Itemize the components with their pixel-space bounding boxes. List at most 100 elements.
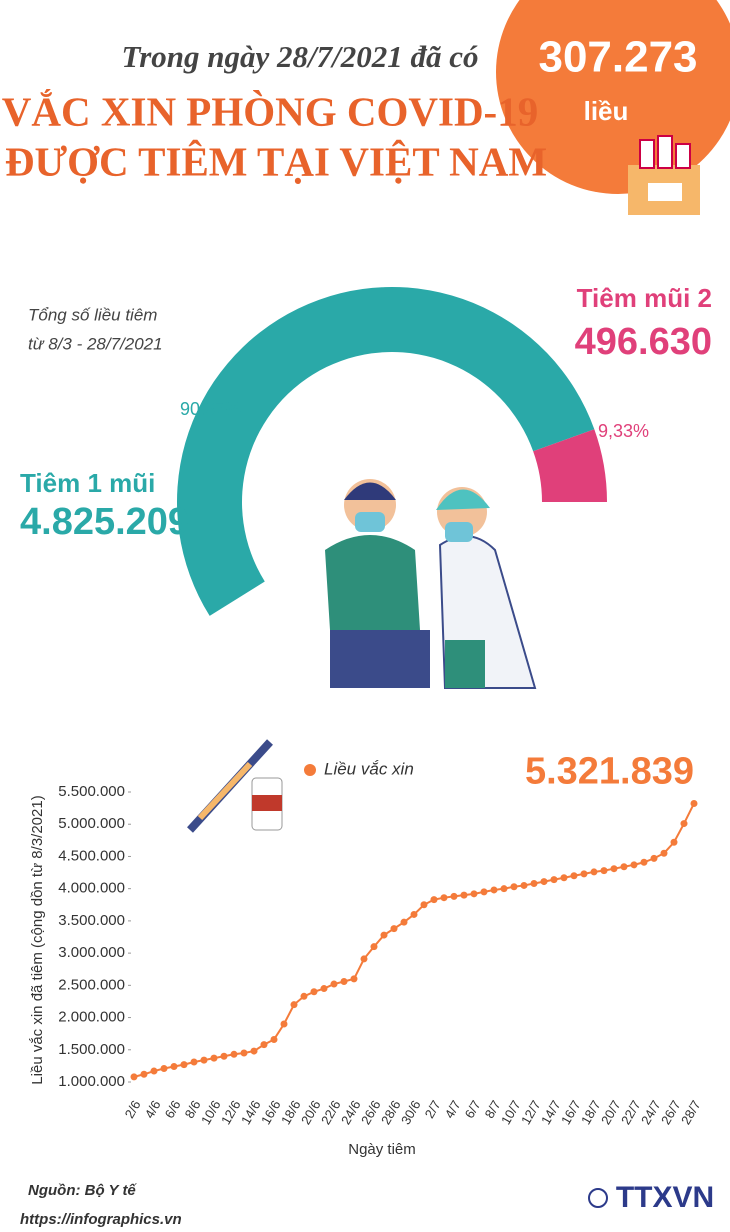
point [450, 892, 458, 900]
x-axis-label: Ngày tiêm [348, 1141, 416, 1158]
point [330, 980, 338, 988]
point [570, 872, 578, 880]
y-tick-label: 1.500.000 [58, 1041, 125, 1058]
x-tick-label: 12/7 [518, 1098, 544, 1127]
x-tick-label: 30/6 [398, 1098, 424, 1127]
point [660, 849, 668, 857]
point [690, 799, 698, 807]
point [520, 881, 528, 889]
y-tick-label: 3.500.000 [58, 912, 125, 929]
x-tick-label: 16/7 [558, 1098, 584, 1127]
x-tick-label: 26/7 [658, 1098, 684, 1127]
pie-slice [176, 286, 595, 616]
point [290, 1001, 298, 1009]
point [480, 888, 488, 896]
point [650, 854, 658, 862]
x-tick-label: 6/6 [162, 1098, 184, 1121]
point [580, 870, 588, 878]
y-tick-label: 4.500.000 [58, 847, 125, 864]
y-tick-label: 1.000.000 [58, 1073, 125, 1090]
point [420, 901, 428, 909]
point [530, 880, 538, 888]
x-tick-label: 14/7 [538, 1098, 564, 1127]
doses: 307.273 [538, 33, 697, 82]
source: Nguồn: Bộ Y tế [28, 1182, 137, 1199]
point [370, 943, 378, 951]
x-tick-label: 22/6 [318, 1098, 344, 1127]
subtitle: từ 8/3 - 28/7/2021 [28, 334, 163, 353]
point [590, 868, 598, 876]
x-tick-label: 20/6 [298, 1098, 324, 1127]
x-tick-label: 12/6 [218, 1098, 244, 1127]
url: https://infographics.vn [20, 1211, 182, 1228]
x-tick-label: 16/6 [258, 1098, 284, 1127]
point [500, 885, 508, 893]
point [320, 985, 328, 993]
value-label: 5.321.839 [525, 751, 694, 793]
x-tick-label: 14/6 [238, 1098, 264, 1127]
y-tick-label: 5.000.000 [58, 815, 125, 832]
point [640, 858, 648, 866]
point [200, 1056, 208, 1064]
x-tick-label: 26/6 [358, 1098, 384, 1127]
point [600, 867, 608, 875]
point [170, 1063, 178, 1071]
pie-slice [533, 429, 607, 502]
legend-label: Tiêm mũi 2 [577, 283, 712, 313]
total-label: 4.825.209 [20, 501, 189, 543]
point [210, 1054, 218, 1062]
x-tick-label: 18/6 [278, 1098, 304, 1127]
series-line [133, 803, 695, 1078]
subtitle: Tổng số liều tiêm [28, 305, 157, 324]
illustration [325, 479, 537, 689]
x-tick-label: 28/6 [378, 1098, 404, 1127]
point [220, 1052, 228, 1060]
point [670, 838, 678, 846]
point [490, 886, 498, 894]
point [180, 1061, 188, 1069]
total-label: 496.630 [575, 321, 712, 363]
legend-marker [304, 764, 316, 776]
lead: Trong ngày 28/7/2021 đã có [121, 39, 478, 74]
legend-label: Liều vắc xin [324, 759, 414, 778]
slice-label: 90,67% [180, 399, 241, 419]
point [390, 925, 398, 933]
y-tick-label: 2.500.000 [58, 976, 125, 993]
point [680, 820, 688, 828]
slice-label: 9,33% [598, 421, 649, 441]
x-tick-label: 28/7 [678, 1098, 704, 1127]
point [190, 1058, 198, 1066]
point [140, 1070, 148, 1078]
footer-bar [0, 1206, 730, 1232]
point [550, 876, 558, 884]
point [350, 975, 358, 983]
point [560, 874, 568, 882]
point [270, 1035, 278, 1043]
point [620, 863, 628, 871]
x-tick-label: 4/6 [142, 1098, 164, 1121]
x-tick-label: 2/7 [422, 1098, 444, 1121]
syringe [187, 739, 283, 833]
point [610, 865, 618, 873]
point [460, 891, 468, 899]
x-tick-label: 22/7 [618, 1098, 644, 1127]
point [340, 977, 348, 985]
point [380, 931, 388, 939]
point [240, 1049, 248, 1057]
unit: liều [584, 96, 629, 126]
point [130, 1073, 138, 1081]
brand: TTXVN [616, 1181, 714, 1214]
point [540, 878, 548, 886]
y-axis-label: Liều vắc xin đã tiêm (cộng dồn từ 8/3/20… [29, 795, 46, 1084]
y-tick-label: 5.500.000 [58, 783, 125, 800]
point [510, 883, 518, 891]
y-tick-label: 3.000.000 [58, 944, 125, 961]
point [160, 1064, 168, 1072]
point [250, 1047, 258, 1055]
y-tick-label: 4.000.000 [58, 880, 125, 897]
vaccine-box [628, 135, 700, 215]
point [410, 910, 418, 918]
point [440, 894, 448, 902]
